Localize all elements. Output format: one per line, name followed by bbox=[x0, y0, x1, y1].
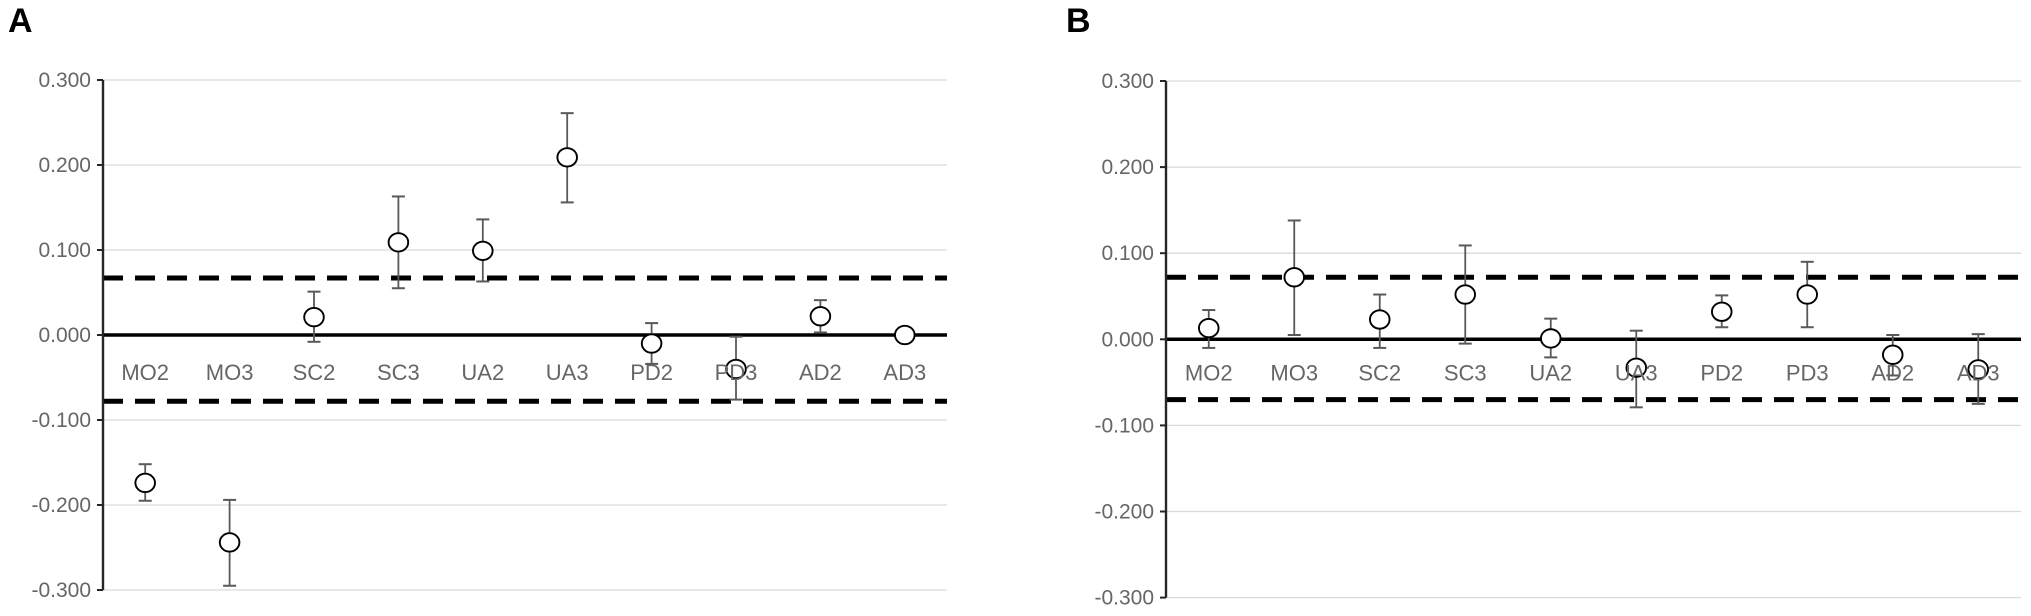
y-tick-label: -0.200 bbox=[31, 494, 91, 517]
data-point-marker bbox=[894, 324, 916, 346]
panel-label-a: A bbox=[8, 2, 33, 40]
category-label: UA3 bbox=[546, 360, 589, 385]
data-point-marker bbox=[218, 532, 241, 553]
data-point-marker bbox=[556, 147, 578, 168]
category-label: SC2 bbox=[293, 360, 336, 385]
y-tick-label: 0.100 bbox=[38, 239, 91, 262]
data-point-marker bbox=[1881, 344, 1904, 365]
y-tick-label: -0.100 bbox=[1094, 414, 1154, 437]
y-tick-label: -0.300 bbox=[31, 579, 91, 602]
y-tick-label: 0.200 bbox=[38, 154, 91, 177]
data-point-marker bbox=[640, 333, 663, 354]
data-point-marker bbox=[472, 240, 494, 262]
category-label: PD3 bbox=[1786, 360, 1829, 385]
category-label: PD3 bbox=[715, 360, 758, 385]
category-label: MO2 bbox=[1185, 360, 1233, 385]
category-label: PD2 bbox=[1700, 360, 1743, 385]
category-label: UA2 bbox=[461, 360, 504, 385]
category-label: MO3 bbox=[1270, 360, 1318, 385]
data-point-marker bbox=[1368, 309, 1391, 330]
category-label: SC2 bbox=[1358, 360, 1401, 385]
data-point-marker bbox=[303, 306, 325, 328]
panel-a: 0.300 0.200 0.100 0.000 -0.100 -0.200 -0.300 MO… bbox=[31, 69, 947, 602]
data-point-marker bbox=[1539, 328, 1562, 349]
category-label: UA3 bbox=[1615, 360, 1658, 385]
y-tick-label: -0.200 bbox=[1094, 501, 1154, 524]
data-point-marker bbox=[1967, 359, 1989, 380]
category-label: MO3 bbox=[206, 360, 254, 385]
data-point-marker bbox=[1197, 317, 1220, 339]
y-tick-label: 0.300 bbox=[1101, 70, 1154, 93]
category-label: UA2 bbox=[1529, 360, 1572, 385]
y-tick-label: 0.000 bbox=[38, 324, 91, 347]
data-point-marker bbox=[1796, 284, 1818, 305]
category-label: AD3 bbox=[883, 360, 926, 385]
data-point-marker bbox=[725, 358, 747, 380]
category-label: AD2 bbox=[1871, 360, 1914, 385]
category-label: MO2 bbox=[121, 360, 169, 385]
category-label: SC3 bbox=[377, 360, 420, 385]
y-tick-label: 0.300 bbox=[38, 69, 91, 92]
data-point-marker bbox=[809, 306, 832, 327]
data-point-marker bbox=[1283, 267, 1305, 288]
y-tick-label: -0.100 bbox=[31, 409, 91, 432]
data-point-marker bbox=[1710, 301, 1733, 322]
category-label: PD2 bbox=[630, 360, 673, 385]
data-point-marker bbox=[387, 232, 410, 253]
y-tick-label: 0.200 bbox=[1101, 156, 1154, 179]
category-label: AD3 bbox=[1957, 360, 2000, 385]
y-tick-label: -0.300 bbox=[1094, 587, 1154, 610]
panel-label-b: B bbox=[1066, 2, 1091, 40]
data-point-marker bbox=[1625, 357, 1647, 378]
category-label: AD2 bbox=[799, 360, 842, 385]
y-tick-label: 0.000 bbox=[1101, 328, 1154, 351]
panel-b: 0.300 0.200 0.100 0.000 -0.100 -0.200 -0.300 MO… bbox=[1094, 70, 2021, 610]
data-point-marker bbox=[134, 472, 156, 494]
category-label: SC3 bbox=[1444, 360, 1487, 385]
data-point-marker bbox=[1454, 284, 1476, 305]
y-tick-label: 0.100 bbox=[1101, 242, 1154, 265]
